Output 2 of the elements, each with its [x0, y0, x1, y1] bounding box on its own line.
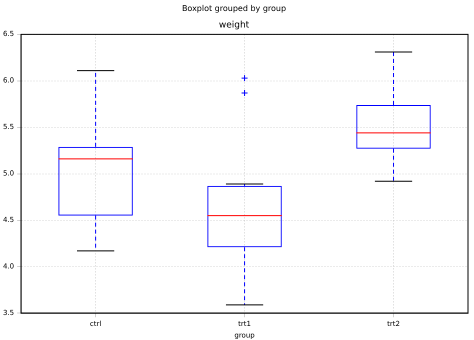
chart-title: Boxplot grouped by group — [182, 4, 286, 13]
chart-subtitle: weight — [218, 20, 250, 30]
